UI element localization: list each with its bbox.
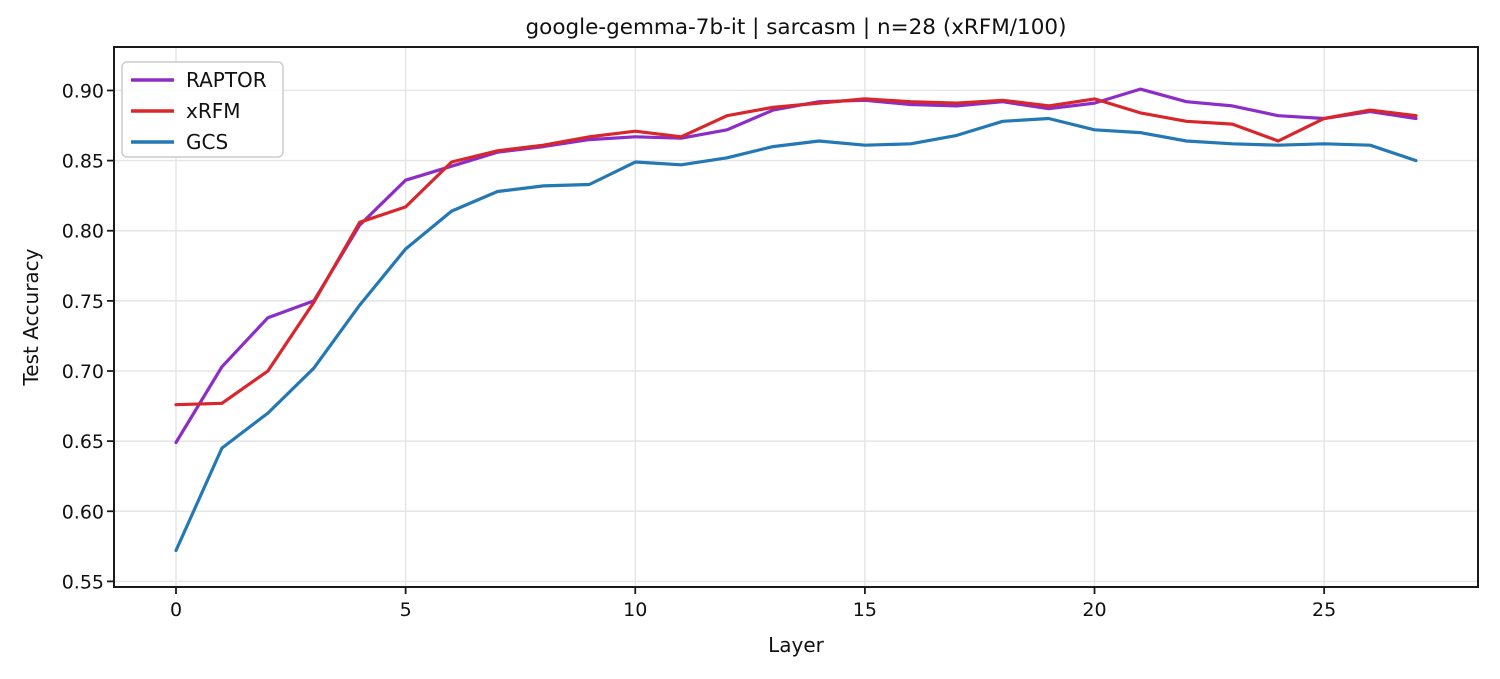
y-tick-label: 0.80 xyxy=(62,221,104,243)
legend-item-raptor: RAPTOR xyxy=(131,68,267,92)
y-tick-labels: 0.55 0.60 0.65 0.70 0.75 0.80 0.85 0.90 xyxy=(62,80,104,593)
y-tick-label: 0.90 xyxy=(62,80,104,102)
legend-label: RAPTOR xyxy=(186,68,267,92)
series-line-xrfm xyxy=(174,97,1418,407)
x-axis-label: Layer xyxy=(768,633,825,657)
chart-title: google-gemma-7b-it | sarcasm | n=28 (xRF… xyxy=(526,15,1067,40)
series-line-gcs xyxy=(174,116,1418,553)
legend-box xyxy=(121,61,284,158)
legend-label: GCS xyxy=(186,130,228,154)
x-tick-label: 15 xyxy=(853,599,877,621)
legend-item-gcs: GCS xyxy=(131,130,228,154)
y-tick-label: 0.60 xyxy=(62,501,104,523)
y-tick-label: 0.65 xyxy=(62,431,104,453)
legend-item-xrfm: xRFM xyxy=(131,99,241,123)
x-tick-label: 10 xyxy=(623,599,647,621)
y-tick-label: 0.75 xyxy=(62,291,104,313)
x-tick-label: 25 xyxy=(1312,599,1336,621)
legend: RAPTOR xRFM GCS xyxy=(121,61,284,158)
x-tick-label: 5 xyxy=(400,599,412,621)
legend-label: xRFM xyxy=(186,99,241,123)
y-tick-label: 0.55 xyxy=(62,571,104,593)
plot-border xyxy=(113,46,1479,588)
y-tick-label: 0.70 xyxy=(62,361,104,383)
gridlines xyxy=(114,47,1478,587)
y-axis-label: Test Accuracy xyxy=(19,248,43,386)
x-tick-label: 0 xyxy=(170,599,182,621)
x-tick-label: 20 xyxy=(1082,599,1106,621)
series-lines xyxy=(174,87,1418,553)
x-tick-labels: 0 5 10 15 20 25 xyxy=(170,599,1336,621)
axis-ticks xyxy=(107,89,1326,594)
y-tick-label: 0.85 xyxy=(62,151,104,173)
